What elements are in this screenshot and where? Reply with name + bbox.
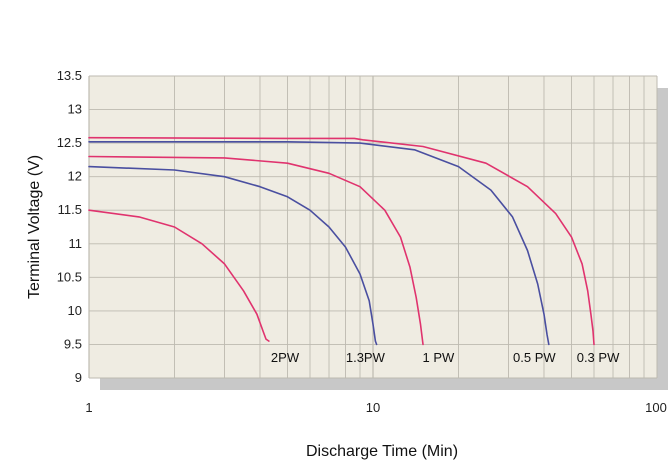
x-tick-label: 1: [85, 400, 92, 415]
x-tick-label: 10: [366, 400, 380, 415]
y-tick-label: 11: [69, 236, 83, 251]
curve-label-layer: 2PW 1.3PW 1 PW 0.5 PW 0.3 PW: [271, 350, 620, 365]
series-layer: [88, 136, 595, 346]
series-label: 2PW: [271, 350, 300, 365]
y-tick-label: 10.5: [57, 269, 82, 284]
y-tick-label: 13: [68, 102, 82, 117]
series-label: 1 PW: [423, 350, 456, 365]
series-label: 1.3PW: [346, 350, 386, 365]
y-tick-label: 9: [75, 370, 82, 385]
series-line: [88, 209, 270, 342]
series-label: 0.3 PW: [577, 350, 620, 365]
y-tick-label: 10: [68, 303, 82, 318]
series-line: [88, 141, 550, 346]
series-line: [88, 155, 424, 346]
y-tick-label: 9.5: [64, 336, 82, 351]
y-axis-label: Terminal Voltage (V): [26, 155, 43, 299]
y-tick-label: 13.5: [57, 68, 82, 83]
y-tick-label: 12: [68, 169, 82, 184]
x-axis-label: Discharge Time (Min): [306, 443, 458, 460]
series-line: [88, 136, 595, 346]
y-tick-label: 12.5: [57, 135, 82, 150]
y-tick-label: 11.5: [58, 202, 82, 217]
x-tick-label: 100: [645, 400, 667, 415]
tick-layer: 9 9.5 10 10.5 11 11.5 12 12.5 13 13.5 1 10 100: [57, 68, 667, 415]
series-line: [88, 165, 378, 346]
series-label: 0.5 PW: [513, 350, 556, 365]
